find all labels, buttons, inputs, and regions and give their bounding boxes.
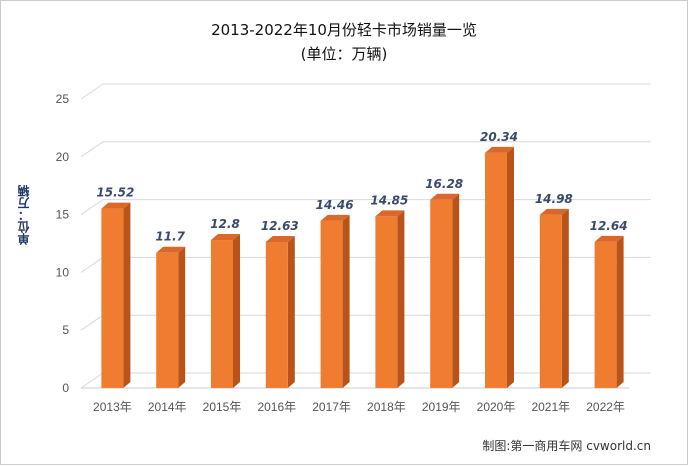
bar [211,240,233,388]
y-tick-label: 20 [56,150,70,164]
gridline-diagonal [80,199,104,216]
bar [375,216,398,388]
bar-side [561,208,569,388]
data-label: 20.34 [480,130,518,144]
chart-title: 2013-2022年10月份轻卡市场销量一览 [211,21,477,39]
bar-side [452,193,460,388]
bar [101,208,124,388]
bar-side [507,146,514,388]
gridline-diagonal [80,372,104,389]
chart-subtitle: (单位：万辆) [300,45,388,63]
bar-top [375,210,405,217]
y-tick-label: 0 [62,381,69,395]
x-tick-label: 2020年 [477,400,516,414]
y-tick-label: 5 [62,323,69,337]
bar [594,241,617,388]
data-label: 16.28 [425,177,463,191]
bar-top [430,193,460,200]
bar [539,214,562,388]
gridline-diagonal [80,314,104,331]
bar-top [156,246,186,253]
x-tick-label: 2017年 [312,400,351,414]
data-label: 14.85 [370,193,408,207]
bar-top [101,202,131,209]
x-tick-label: 2013年 [93,400,132,414]
bar [320,220,343,388]
bar [156,252,179,388]
bar [485,152,507,388]
gridline-diagonal [80,256,104,273]
data-label: 14.46 [316,198,354,212]
y-tick-label: 25 [56,92,70,106]
gridline-diagonal [80,141,104,158]
data-label: 12.8 [210,217,240,231]
x-tick-label: 2019年 [422,400,461,414]
x-tick-label: 2015年 [203,400,242,414]
data-label: 14.98 [535,192,573,206]
y-tick-label: 10 [56,265,70,279]
bar-top [485,146,514,153]
bar-top [265,235,295,242]
bar [430,199,453,388]
x-tick-label: 2022年 [586,400,625,414]
x-tick-label: 2016年 [257,400,296,414]
data-label: 12.63 [261,219,299,233]
bar-side [123,202,131,388]
x-tick-label: 2018年 [367,400,406,414]
bar-top [594,235,624,242]
bar-side [287,235,295,388]
data-label: 11.7 [155,230,185,244]
gridline-diagonal [80,83,104,100]
x-tick-label: 2014年 [148,400,187,414]
bar-side [342,214,350,388]
data-label: 12.64 [590,219,628,233]
bar-top [539,208,569,215]
bar-top [211,234,240,241]
bar-side [616,235,624,388]
bar [265,241,288,388]
bar-side [233,234,240,388]
data-label: 15.52 [96,186,134,200]
chart-credit: 制图:第一商用车网 cvworld.cn [482,439,651,453]
y-tick-label: 15 [56,208,70,222]
x-tick-label: 2021年 [531,400,570,414]
bar-top [320,214,350,221]
bar-side [397,210,405,388]
bar-side [178,246,186,388]
